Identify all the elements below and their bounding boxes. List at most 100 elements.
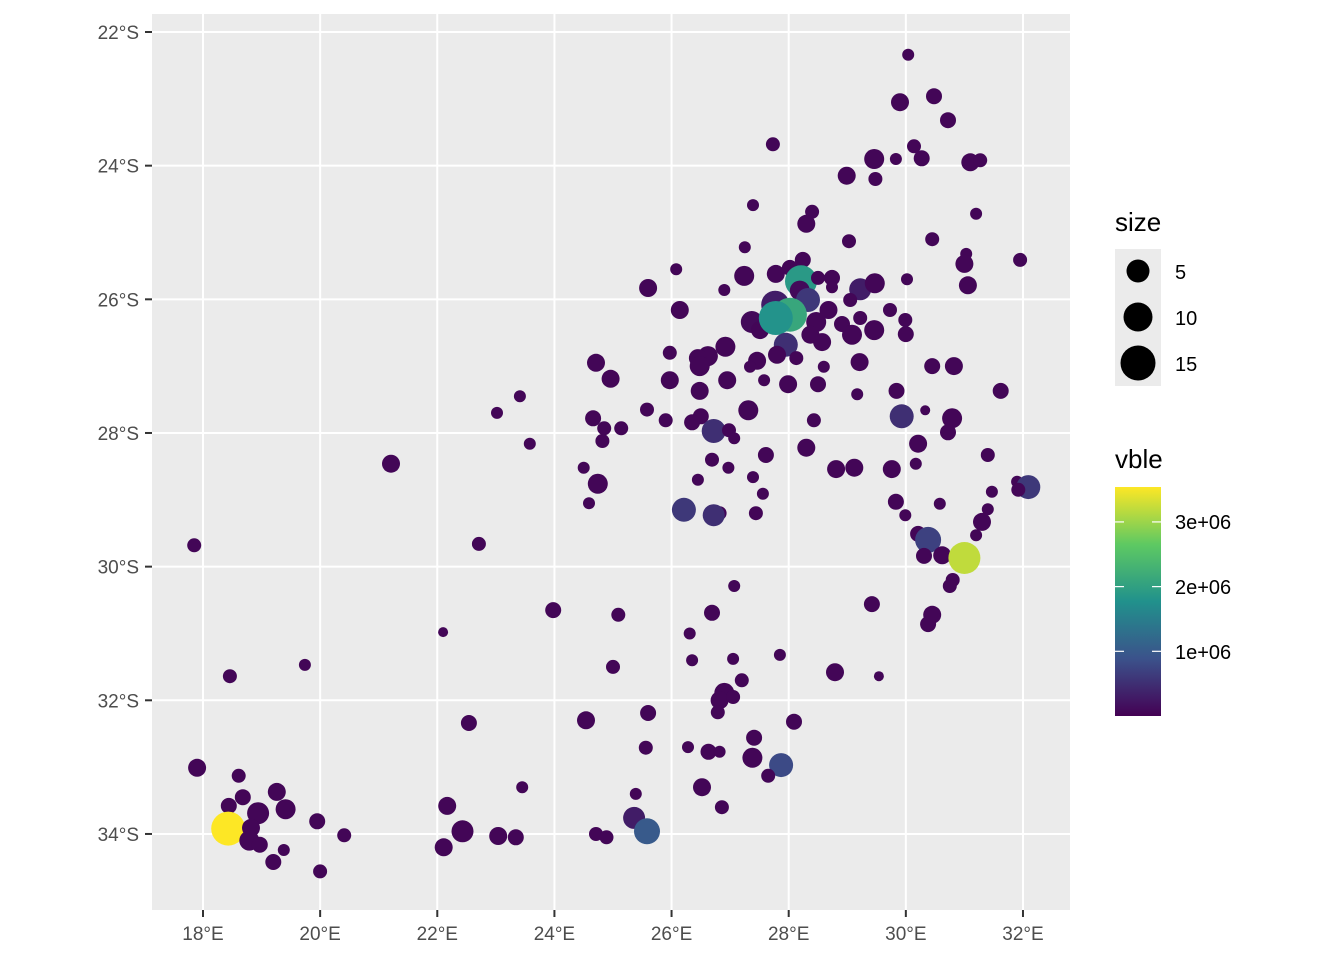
data-point <box>873 671 884 682</box>
data-point <box>824 269 840 286</box>
data-point <box>882 460 901 479</box>
data-point <box>545 602 562 619</box>
data-point <box>864 149 885 169</box>
data-point <box>819 301 838 319</box>
data-point <box>924 358 941 375</box>
data-point <box>817 360 830 373</box>
data-point <box>614 421 629 436</box>
x-tick-label: 20°E <box>299 924 340 945</box>
size-legend: size 5 10 15 <box>1115 207 1197 386</box>
data-point <box>701 419 726 443</box>
y-tick-label: 26°S <box>98 290 139 311</box>
data-point <box>868 172 883 186</box>
data-point <box>899 509 912 522</box>
data-point <box>728 580 741 592</box>
data-point <box>714 800 729 815</box>
data-point <box>850 353 869 372</box>
data-point <box>973 153 988 168</box>
data-point <box>981 503 994 516</box>
data-point <box>434 838 453 857</box>
data-point <box>992 382 1009 399</box>
data-point <box>231 768 246 783</box>
data-point <box>309 813 326 830</box>
data-point <box>583 497 595 510</box>
data-point <box>813 333 832 352</box>
y-tick-label: 30°S <box>98 558 139 579</box>
data-point <box>915 526 942 553</box>
data-point <box>757 447 774 463</box>
data-point <box>577 711 595 730</box>
data-point <box>913 150 930 167</box>
data-point <box>705 452 719 467</box>
data-point <box>715 336 736 357</box>
data-point <box>589 827 603 841</box>
data-point <box>693 778 711 797</box>
data-point <box>523 437 536 450</box>
data-point <box>640 402 654 417</box>
data-point <box>980 448 995 462</box>
size-legend-key-5 <box>1126 259 1150 283</box>
data-point <box>718 371 737 390</box>
data-point <box>779 375 798 394</box>
x-tick-label: 24°E <box>534 924 575 945</box>
data-point <box>765 137 780 152</box>
data-point <box>507 829 524 846</box>
color-legend-title: vble <box>1115 444 1163 474</box>
data-point <box>944 357 963 376</box>
data-point <box>973 512 991 531</box>
data-point <box>438 627 449 638</box>
data-point <box>691 473 704 486</box>
size-legend-key-10 <box>1123 302 1153 332</box>
data-point <box>933 546 952 565</box>
data-point <box>639 279 658 297</box>
data-point <box>686 654 699 667</box>
data-point <box>758 301 793 335</box>
data-point <box>789 351 804 366</box>
data-point <box>471 536 486 551</box>
color-legend: vble 1e+06 2e+06 3e+06 <box>1115 444 1231 716</box>
data-point <box>599 830 614 845</box>
data-point <box>277 844 290 856</box>
data-point <box>638 740 653 755</box>
plot-panel <box>152 14 1070 910</box>
data-point <box>883 303 897 317</box>
axes: 18°E 20°E 22°E 24°E 26°E 28°E 30°E 32°E 22°S 24°S… <box>98 23 1044 945</box>
size-legend-title: size <box>1115 207 1161 237</box>
data-point <box>595 434 610 448</box>
data-point <box>234 789 251 806</box>
data-point <box>382 454 400 473</box>
data-point <box>864 320 885 341</box>
data-point <box>611 607 626 622</box>
data-points <box>187 48 1041 879</box>
data-point <box>744 360 756 373</box>
data-point <box>187 538 202 553</box>
data-point <box>629 787 642 800</box>
data-point <box>251 836 268 853</box>
data-point <box>671 497 696 522</box>
data-point <box>298 658 311 671</box>
data-point <box>766 264 785 283</box>
data-point <box>222 669 237 684</box>
data-point <box>1011 482 1026 497</box>
data-point <box>920 405 931 416</box>
data-point <box>887 493 904 510</box>
data-point <box>797 438 816 457</box>
data-point <box>726 690 741 704</box>
data-point <box>728 432 741 445</box>
data-point <box>662 345 677 360</box>
x-tick-label: 32°E <box>1002 924 1043 945</box>
data-point <box>747 471 759 484</box>
data-point <box>826 281 838 294</box>
data-point <box>738 400 759 421</box>
data-point <box>670 301 689 319</box>
data-point <box>970 529 983 542</box>
data-point <box>909 434 928 453</box>
data-point <box>845 458 864 477</box>
data-point <box>901 273 913 286</box>
data-point <box>748 506 763 521</box>
data-point <box>851 388 864 401</box>
data-point <box>275 799 296 820</box>
data-point <box>734 673 749 688</box>
data-point <box>806 413 821 428</box>
